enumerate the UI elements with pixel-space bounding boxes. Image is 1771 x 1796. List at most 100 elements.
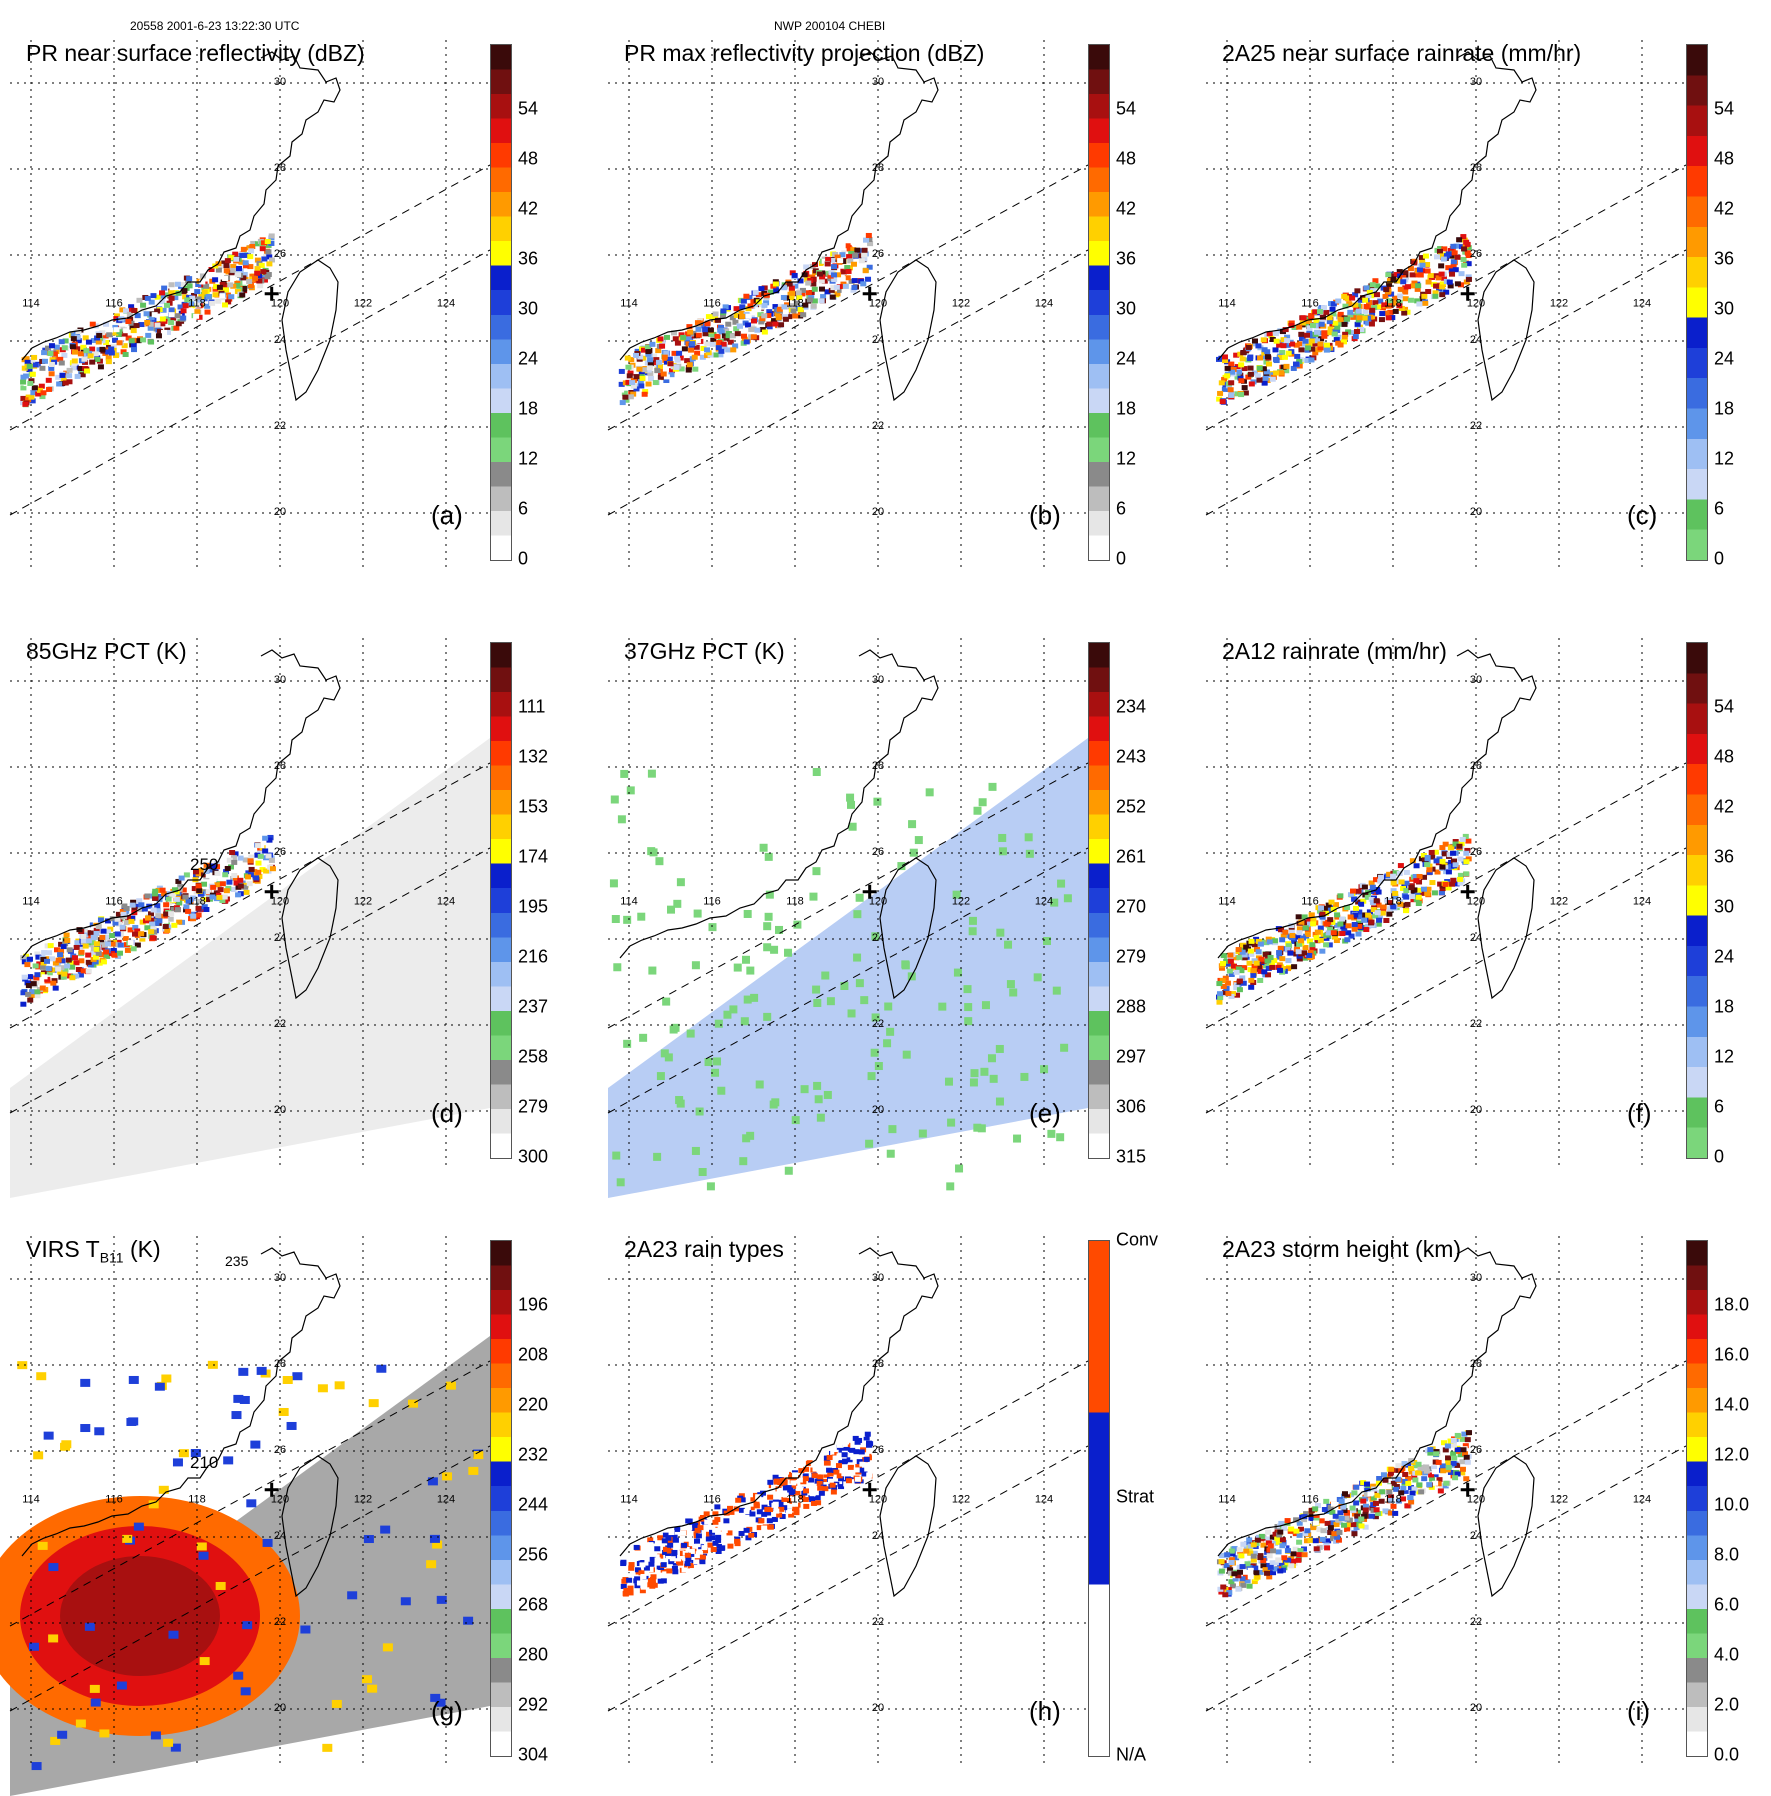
lon-tick-label: 118 <box>1384 1494 1402 1506</box>
lat-tick-label: 30 <box>1470 76 1482 88</box>
coastline-china <box>1217 51 1537 361</box>
lat-tick-label: 20 <box>274 1702 286 1714</box>
panel-title: 85GHz PCT (K) <box>26 638 187 664</box>
coastline-china <box>1217 1247 1537 1557</box>
panel-letter: (e) <box>1029 1098 1061 1128</box>
lat-tick-label: 24 <box>1470 334 1482 346</box>
colorbar-tick-label: 256 <box>518 1544 549 1565</box>
colorbar-tick-label: 243 <box>1116 746 1147 767</box>
colorbar-tick-label: 42 <box>518 198 539 219</box>
lat-tick-label: 20 <box>274 1104 286 1116</box>
lon-tick-label: 120 <box>1467 1494 1485 1506</box>
lon-tick-label: 124 <box>1035 1494 1053 1506</box>
colorbar <box>1686 1240 1708 1757</box>
panel-i: 114 116 118 120 122 124 30 28 24 22 20 26 2A23 storm… <box>1196 1216 1771 1796</box>
lon-tick-label: 114 <box>620 1494 638 1506</box>
colorbar-tick-label: 300 <box>518 1146 549 1167</box>
lat-tick-label: 24 <box>274 1530 286 1542</box>
colorbar-tick-label: 306 <box>1116 1096 1147 1117</box>
colorbar-tick-label: 0 <box>1116 548 1127 569</box>
panel-title: PR near surface reflectivity (dBZ) <box>26 40 365 66</box>
lat-tick-label: 20 <box>1470 1702 1482 1714</box>
lon-tick-label: 122 <box>354 896 372 908</box>
contour-label: 235 <box>225 1253 249 1269</box>
lat-tick-label: 26 <box>872 846 884 858</box>
lat-tick-label: 26 <box>872 248 884 260</box>
storm-center-marker <box>1460 884 1475 899</box>
colorbar-tick-label: 54 <box>1116 98 1137 119</box>
colorbar-tick-label: 36 <box>1714 248 1735 269</box>
lon-tick-label: 122 <box>952 896 970 908</box>
colorbar-tick-label: 30 <box>1714 298 1735 319</box>
colorbar-tick-label: 42 <box>1714 796 1735 817</box>
lat-tick-label: 30 <box>274 1272 286 1284</box>
colorbar-tick-label: 48 <box>1714 746 1735 767</box>
lat-tick-label: 26 <box>1470 248 1482 260</box>
panel-d: 114 116 118 120 122 124 30 28 24 22 20 26 250 85GHz P… <box>0 618 580 1198</box>
lat-tick-label: 20 <box>872 1104 884 1116</box>
lat-tick-label: 24 <box>872 334 884 346</box>
colorbar-tick-label: 244 <box>518 1494 549 1515</box>
lat-tick-label: 22 <box>1470 1018 1482 1030</box>
coastline-china <box>21 649 341 959</box>
lat-tick-label: 22 <box>1470 1616 1482 1628</box>
colorbar-tick-label: 0 <box>1714 1146 1725 1167</box>
colorbar-tick-label: 18 <box>1714 996 1735 1017</box>
panel-a: 114 116 118 120 122 124 30 28 24 22 20 26 PR near su… <box>0 20 580 600</box>
lon-tick-label: 122 <box>1550 896 1568 908</box>
map-panel-d: 114 116 118 120 122 124 30 28 24 22 20 26 250 <box>9 638 491 1198</box>
map-panel-a: 114 116 118 120 122 124 30 28 24 22 20 26 <box>9 40 491 570</box>
colorbar-tick-label: 216 <box>518 946 549 967</box>
storm-center-marker <box>264 286 279 301</box>
panel-title: VIRS TB11 (K) <box>26 1236 161 1266</box>
panel-letter: (g) <box>431 1696 463 1726</box>
colorbar-tick-label: 12.0 <box>1714 1444 1750 1465</box>
colorbar-tick-label: 48 <box>1116 148 1137 169</box>
map-panel-f: 114 116 118 120 122 124 30 28 24 22 20 26 <box>1205 638 1687 1168</box>
colorbar-tick-label: 18 <box>1714 398 1735 419</box>
coastline-china <box>1217 649 1537 959</box>
lat-tick-label: 26 <box>274 846 286 858</box>
colorbar-tick-label: 12 <box>518 448 539 469</box>
swath-edge <box>9 249 491 516</box>
lon-tick-label: 116 <box>105 298 123 310</box>
swath-edge <box>607 249 1089 516</box>
colorbar-tick-label: 12 <box>1714 448 1735 469</box>
lon-tick-label: 114 <box>620 298 638 310</box>
colorbar-tick-label: 292 <box>518 1694 549 1715</box>
colorbar-tick-label: 4.0 <box>1714 1644 1740 1665</box>
lon-tick-label: 116 <box>105 1494 123 1506</box>
lat-tick-label: 26 <box>872 1444 884 1456</box>
storm-center-marker <box>264 884 279 899</box>
swath-background <box>10 738 490 1198</box>
colorbar-tick-label: Strat <box>1116 1486 1155 1507</box>
panel-title: 2A25 near surface rainrate (mm/hr) <box>1222 40 1582 66</box>
colorbar-tick-label: 18 <box>1116 398 1137 419</box>
lat-tick-label: 24 <box>1470 932 1482 944</box>
lon-tick-label: 120 <box>869 896 887 908</box>
colorbar-tick-label: 16.0 <box>1714 1344 1750 1365</box>
contour-label: 210 <box>190 1453 218 1472</box>
lon-tick-label: 120 <box>271 1494 289 1506</box>
coastline-china <box>619 51 939 361</box>
lat-tick-label: 20 <box>872 506 884 518</box>
colorbar-tick-label: 0 <box>518 548 529 569</box>
lat-tick-label: 30 <box>872 1272 884 1284</box>
colorbar-tick-label: 14.0 <box>1714 1394 1750 1415</box>
colorbar-tick-label: 196 <box>518 1294 549 1315</box>
lon-tick-label: 118 <box>188 298 206 310</box>
lat-tick-label: 26 <box>274 1444 286 1456</box>
lat-tick-label: 28 <box>274 1358 286 1370</box>
colorbar-tick-label: 42 <box>1116 198 1137 219</box>
map-panel-e: 114 116 118 120 122 124 30 28 24 22 20 26 <box>607 638 1089 1198</box>
map-panel-b: 114 116 118 120 122 124 30 28 24 22 20 26 <box>607 40 1089 570</box>
lat-tick-label: 24 <box>872 1530 884 1542</box>
storm-center-marker <box>1460 1482 1475 1497</box>
colorbar-tick-label: 234 <box>1116 696 1147 717</box>
colorbar-tick-label: 232 <box>518 1444 549 1465</box>
lon-tick-label: 120 <box>869 1494 887 1506</box>
colorbar-tick-label: 24 <box>1714 348 1735 369</box>
colorbar-tick-label: Conv <box>1116 1229 1159 1250</box>
colorbar-tick-label: 304 <box>518 1744 549 1765</box>
lat-tick-label: 24 <box>1470 1530 1482 1542</box>
